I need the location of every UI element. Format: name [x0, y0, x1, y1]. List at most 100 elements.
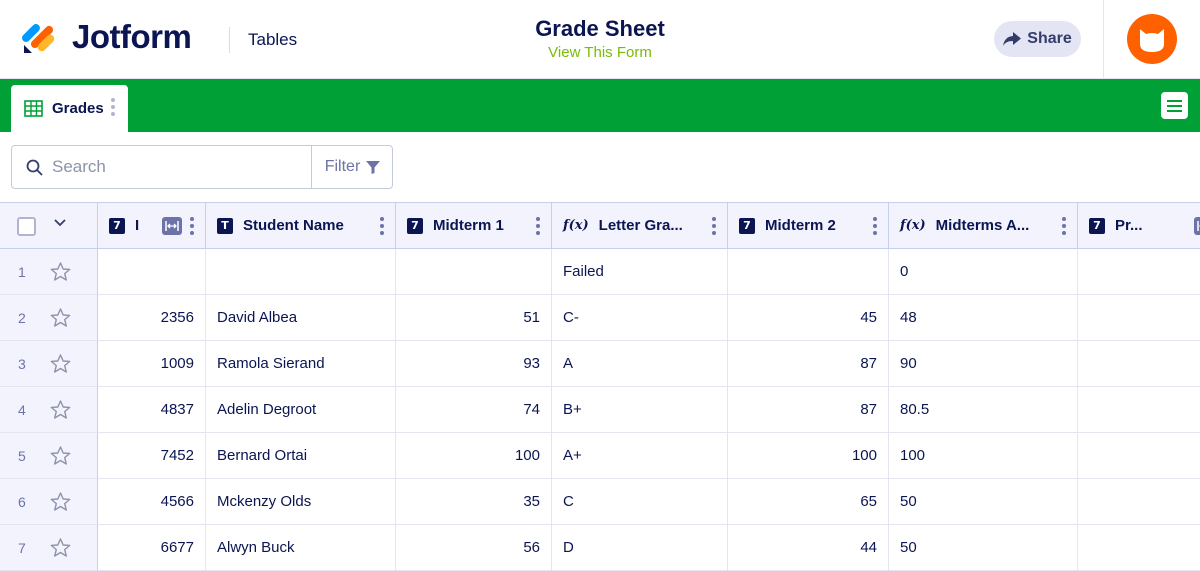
table-cell[interactable]: 100 [889, 433, 1078, 479]
star-icon[interactable] [50, 492, 71, 512]
table-cell[interactable] [396, 249, 552, 295]
table-cell[interactable]: 44 [728, 525, 889, 571]
share-button[interactable]: Share [994, 21, 1081, 57]
table-cell[interactable] [1078, 249, 1200, 295]
table-cell[interactable]: 35 [396, 479, 552, 525]
app-name[interactable]: Tables [248, 30, 298, 49]
table-cell[interactable] [98, 249, 206, 295]
table-cell[interactable] [206, 249, 396, 295]
view-form-link[interactable]: View This Form [548, 44, 652, 61]
column-header-4[interactable]: 7 Midterm 2 [728, 203, 889, 249]
table-cell[interactable]: C [552, 479, 728, 525]
table-cell[interactable]: 100 [1078, 433, 1200, 479]
table-cell[interactable]: 45 [728, 295, 889, 341]
table-cell[interactable]: B+ [552, 387, 728, 433]
tab-options-icon[interactable] [110, 97, 116, 117]
table-cell[interactable]: 56 [396, 525, 552, 571]
avatar[interactable] [1127, 14, 1177, 64]
star-icon[interactable] [50, 446, 71, 466]
table-cell[interactable]: 2356 [98, 295, 206, 341]
table-cell[interactable] [728, 249, 889, 295]
table-cell[interactable]: 7452 [98, 433, 206, 479]
tab-grades[interactable]: Grades [11, 85, 128, 132]
table-cell[interactable]: 85 [1078, 479, 1200, 525]
table-cell[interactable]: 6677 [98, 525, 206, 571]
column-options-icon[interactable] [190, 216, 194, 235]
jotform-logo[interactable]: Jotform [22, 18, 192, 56]
table-cell[interactable]: 87 [728, 341, 889, 387]
star-icon[interactable] [50, 308, 71, 328]
row-number: 5 [18, 448, 26, 464]
jotform-logo-icon [22, 24, 55, 53]
chevron-down-icon[interactable] [54, 219, 66, 227]
hamburger-menu-icon[interactable] [1161, 92, 1188, 119]
column-width-icon[interactable] [162, 216, 182, 235]
number-type-icon: 7 [1089, 217, 1105, 234]
table-cell[interactable]: 1009 [98, 341, 206, 387]
filter-divider [311, 146, 312, 188]
table-cell[interactable]: David Albea [206, 295, 396, 341]
table-cell[interactable]: 50 [889, 525, 1078, 571]
cell-value: Ramola Sierand [217, 355, 325, 372]
table-cell[interactable]: 4566 [98, 479, 206, 525]
header-divider [229, 27, 230, 53]
column-header-3[interactable]: f(x) Letter Gra... [552, 203, 728, 249]
table-cell[interactable]: 51 [396, 295, 552, 341]
table-cell[interactable]: 50 [1078, 525, 1200, 571]
cell-value: A+ [563, 447, 582, 464]
top-header: Jotform Tables Grade Sheet View This For… [0, 0, 1200, 79]
row-header-cell: 5 [0, 433, 98, 479]
table-cell[interactable]: 87 [728, 387, 889, 433]
table-cell[interactable]: 79 [1078, 295, 1200, 341]
column-width-icon[interactable] [1194, 216, 1200, 235]
table-cell[interactable]: 4837 [98, 387, 206, 433]
table-cell[interactable]: Ramola Sierand [206, 341, 396, 387]
column-options-icon[interactable] [380, 216, 384, 235]
table-cell[interactable]: Bernard Ortai [206, 433, 396, 479]
table-cell[interactable]: 90 [1078, 341, 1200, 387]
column-options-icon[interactable] [873, 216, 877, 235]
column-options-icon[interactable] [1062, 216, 1066, 235]
formula-type-icon: f(x) [563, 218, 589, 233]
row-header-cell: 7 [0, 525, 98, 571]
table-cell[interactable]: Failed [552, 249, 728, 295]
column-options-icon[interactable] [536, 216, 540, 235]
column-header-2[interactable]: 7 Midterm 1 [396, 203, 552, 249]
star-icon[interactable] [50, 262, 71, 282]
table-cell[interactable]: D [552, 525, 728, 571]
table-cell[interactable]: C- [552, 295, 728, 341]
table-cell[interactable]: A+ [552, 433, 728, 479]
column-header-6[interactable]: 7 Pr... [1078, 203, 1200, 249]
table-cell[interactable]: 69 [1078, 387, 1200, 433]
table-cell[interactable]: 74 [396, 387, 552, 433]
cell-value: 90 [900, 355, 917, 372]
column-header-5[interactable]: f(x) Midterms A... [889, 203, 1078, 249]
star-icon[interactable] [50, 538, 71, 558]
table-cell[interactable]: Adelin Degroot [206, 387, 396, 433]
table-cell[interactable]: 100 [396, 433, 552, 479]
star-icon[interactable] [50, 400, 71, 420]
table-cell[interactable]: 48 [889, 295, 1078, 341]
select-all-checkbox[interactable] [17, 217, 36, 236]
table-row: 6 4566 Mckenzy Olds 35 C 65 50 85 [0, 479, 1200, 525]
column-options-icon[interactable] [712, 216, 716, 235]
column-header-1[interactable]: T Student Name [206, 203, 396, 249]
table-cell[interactable]: 100 [728, 433, 889, 479]
table-cell[interactable]: 90 [889, 341, 1078, 387]
tab-bar: Grades [0, 79, 1200, 132]
star-icon[interactable] [50, 354, 71, 374]
row-number: 7 [18, 540, 26, 556]
table-cell[interactable]: A [552, 341, 728, 387]
table-cell[interactable]: 80.5 [889, 387, 1078, 433]
table-cell[interactable]: 93 [396, 341, 552, 387]
table-cell[interactable]: Alwyn Buck [206, 525, 396, 571]
filter-button[interactable]: Filter [312, 146, 393, 188]
table-cell[interactable]: 50 [889, 479, 1078, 525]
number-type-icon: 7 [109, 217, 125, 234]
table-cell[interactable]: 0 [889, 249, 1078, 295]
page-title[interactable]: Grade Sheet [535, 16, 665, 41]
table-cell[interactable]: Mckenzy Olds [206, 479, 396, 525]
search-input[interactable] [52, 154, 312, 180]
table-cell[interactable]: 65 [728, 479, 889, 525]
